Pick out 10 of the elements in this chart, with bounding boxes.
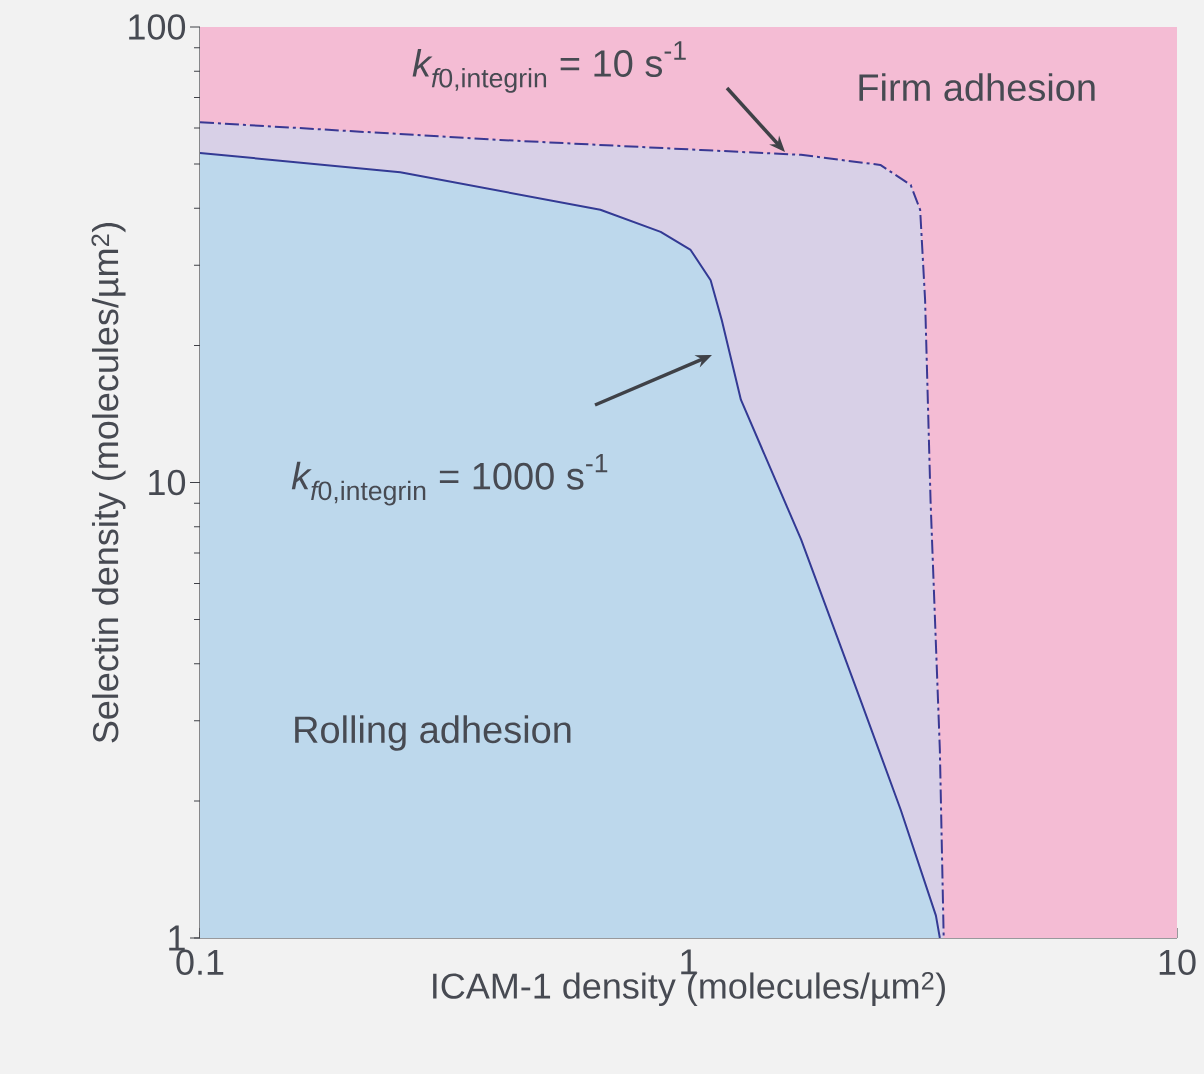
y-tick-label: 100 xyxy=(129,14,186,40)
x-tick-label: 10 xyxy=(1159,949,1196,976)
annotation: $\textit{k}_{\textit{f}\text{0,integrin}}\text{ = 10 s}^{\text{-1}}$ xyxy=(412,41,686,93)
annotation: $\textit{k}_{\textit{f}\text{0,integrin}}\text{ = 1000 s}^{\text{-1}}$ xyxy=(291,454,608,506)
y-tick-label: 1 xyxy=(169,925,185,951)
y-axis-title: Selectin density (molecules/µm$^{2}$) xyxy=(91,223,126,743)
annotation: Firm adhesion xyxy=(859,73,1095,102)
x-tick-label: 0.1 xyxy=(176,949,224,976)
y-tick-label: 10 xyxy=(149,469,186,496)
annotation: Rolling adhesion xyxy=(295,715,571,751)
